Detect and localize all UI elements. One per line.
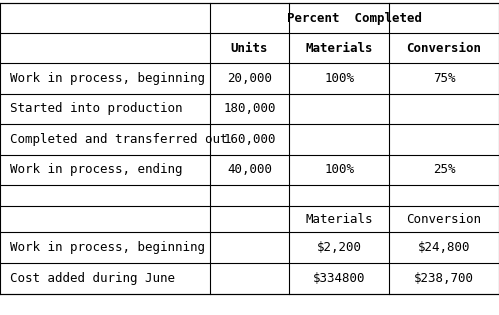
Text: Work in process, beginning: Work in process, beginning <box>10 241 206 254</box>
Text: 180,000: 180,000 <box>223 102 276 115</box>
Text: 100%: 100% <box>324 72 354 85</box>
Text: 25%: 25% <box>433 163 456 176</box>
Text: 75%: 75% <box>433 72 456 85</box>
Text: $24,800: $24,800 <box>418 241 471 254</box>
Text: Units: Units <box>231 42 268 54</box>
Text: Materials: Materials <box>305 42 373 54</box>
Text: $238,700: $238,700 <box>414 272 474 285</box>
Text: Work in process, ending: Work in process, ending <box>10 163 183 176</box>
Text: 160,000: 160,000 <box>223 133 276 146</box>
Text: Conversion: Conversion <box>407 42 482 54</box>
Text: 20,000: 20,000 <box>227 72 272 85</box>
Text: Started into production: Started into production <box>10 102 183 115</box>
Text: Percent  Completed: Percent Completed <box>287 12 422 25</box>
Text: Cost added during June: Cost added during June <box>10 272 176 285</box>
Text: Completed and transferred out: Completed and transferred out <box>10 133 228 146</box>
Text: 100%: 100% <box>324 163 354 176</box>
Text: Work in process, beginning: Work in process, beginning <box>10 72 206 85</box>
Text: Conversion: Conversion <box>407 213 482 226</box>
Text: Materials: Materials <box>305 213 373 226</box>
Text: $2,200: $2,200 <box>317 241 362 254</box>
Text: $334800: $334800 <box>313 272 366 285</box>
Text: 40,000: 40,000 <box>227 163 272 176</box>
